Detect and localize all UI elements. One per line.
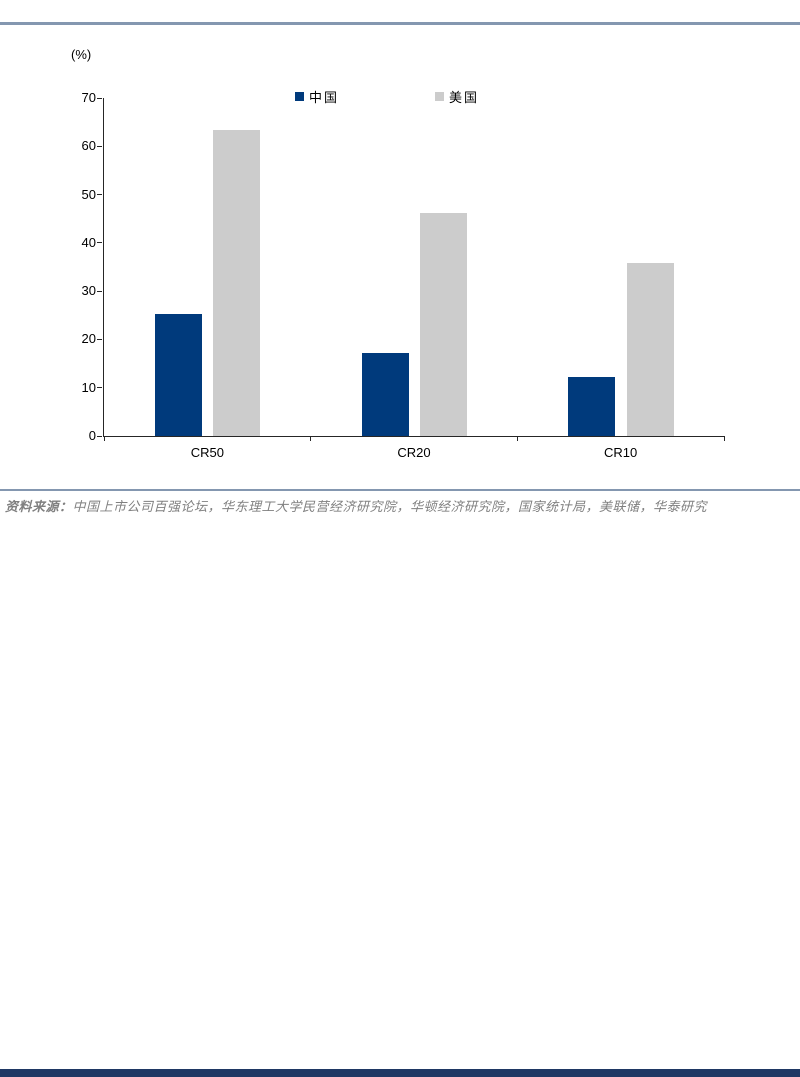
bar-cr20-series0: [361, 353, 409, 436]
x-axis-tick: [310, 436, 312, 441]
y-axis-tick-label: 60: [81, 138, 96, 154]
bar-chart: (%) 中国 美国 0 10 20 30 40 50 60 70 CR50 CR20 CR10: [67, 38, 732, 485]
plot-area: 0 10 20 30 40 50 60 70 CR50 CR20 CR10: [82, 90, 725, 460]
legend-item-us: 美国: [435, 87, 479, 106]
bar-cr50-series0: [154, 314, 202, 436]
y-axis-tick: [97, 338, 102, 340]
y-axis-tick: [97, 242, 102, 244]
x-axis-category-label: CR50: [190, 445, 224, 460]
y-axis-tick-label: 0: [88, 428, 96, 443]
source-note-prefix: 资料来源：: [5, 499, 73, 514]
y-axis-tick: [97, 387, 102, 389]
x-axis-tick: [103, 436, 105, 441]
bar-cr10-series1: [626, 262, 674, 436]
footer-bar: [0, 1069, 800, 1077]
y-axis-tick-label: 10: [81, 379, 96, 395]
y-axis-tick-label: 30: [81, 283, 96, 299]
x-axis-tick: [723, 436, 725, 441]
x-axis-category-label: CR10: [604, 445, 638, 460]
y-axis-unit-label: (%): [71, 47, 92, 62]
y-axis-tick-label: 70: [81, 90, 96, 105]
y-axis-tick: [97, 194, 102, 196]
y-axis-tick: [97, 290, 102, 292]
bar-cr50-series1: [213, 129, 261, 436]
legend-swatch-china: [295, 92, 304, 101]
y-axis-tick-label: 20: [81, 331, 96, 347]
top-divider-rule: [0, 22, 800, 25]
y-axis-tick: [97, 145, 102, 147]
source-note: 资料来源：中国上市公司百强论坛，华东理工大学民营经济研究院，华顿经济研究院，国家…: [5, 496, 797, 515]
y-axis-tick-label: 50: [81, 186, 96, 202]
source-divider-rule: [0, 489, 800, 491]
y-axis-tick: [97, 435, 102, 437]
x-axis-tick: [516, 436, 518, 441]
y-axis-tick-label: 40: [81, 234, 96, 250]
legend-swatch-us: [435, 92, 444, 101]
source-note-text: 中国上市公司百强论坛，华东理工大学民营经济研究院，华顿经济研究院，国家统计局，美…: [72, 499, 708, 514]
y-axis-tick: [97, 97, 102, 99]
legend-item-china: 中国: [295, 87, 339, 106]
legend-label-china: 中国: [309, 90, 340, 105]
bar-cr10-series0: [568, 376, 616, 436]
bar-cr20-series1: [420, 212, 467, 436]
legend-label-us: 美国: [449, 90, 480, 105]
x-axis-category-label: CR20: [397, 445, 431, 460]
